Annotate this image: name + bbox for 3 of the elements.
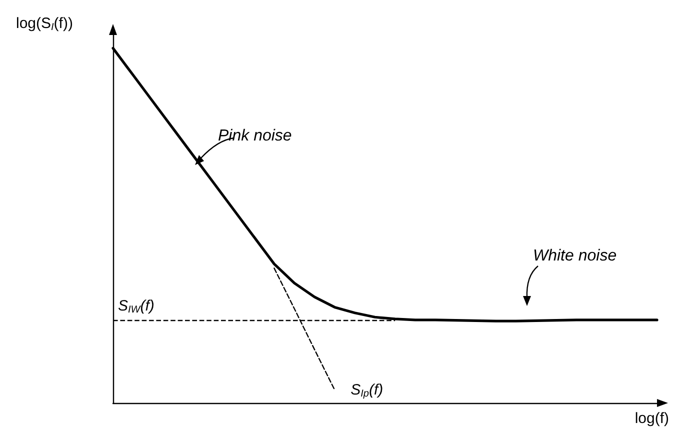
annotation: Pink noise (218, 128, 292, 144)
annotation: White noise (533, 248, 617, 264)
x-axis-title: log(f) (634, 410, 670, 427)
